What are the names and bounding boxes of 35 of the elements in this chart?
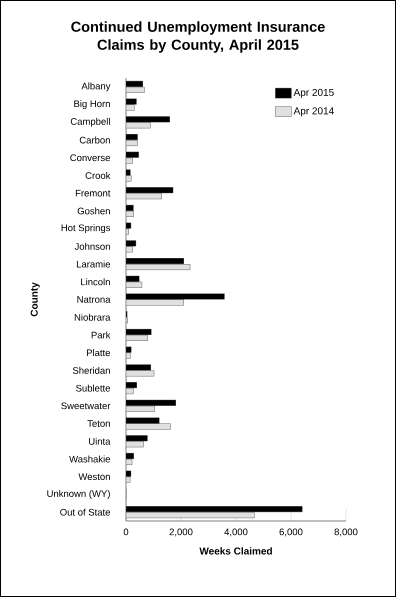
legend-label: Apr 2014 xyxy=(294,107,334,116)
y-tick-label: Crook xyxy=(86,172,110,179)
chart-title: Continued Unemployment Insurance Claims by County, April 2015 xyxy=(71,21,325,53)
y-tick-label: Campbell xyxy=(70,118,110,127)
y-tick-label: Uinta xyxy=(89,438,110,445)
y-tick-label: Teton xyxy=(87,420,110,427)
y-tick-label: Weston xyxy=(78,473,110,480)
x-tick-label: 8,000 xyxy=(334,528,358,536)
x-tick-label: 2,000 xyxy=(170,528,192,536)
y-tick-label: Niobrara xyxy=(74,314,110,321)
y-tick-label: Sublette xyxy=(76,384,110,392)
y-tick-label: Natrona xyxy=(77,296,110,303)
y-tick-label: Out of State xyxy=(60,508,110,516)
y-axis-title: County xyxy=(30,282,40,316)
y-tick-label: Hot Springs xyxy=(62,224,110,234)
x-tick-label: 6,000 xyxy=(280,528,302,536)
x-axis-title: Weeks Claimed xyxy=(199,547,272,555)
y-tick-label: Park xyxy=(92,331,110,338)
y-tick-label: Washakie xyxy=(69,455,110,462)
y-tick-label: Unknown (WY) xyxy=(47,490,110,499)
y-tick-label: Fremont xyxy=(76,190,110,197)
y-tick-label: Goshen xyxy=(78,207,110,214)
x-tick-label: 4,000 xyxy=(224,528,248,536)
y-tick-label: Converse xyxy=(70,154,110,162)
y-tick-label: Sheridan xyxy=(72,366,110,374)
y-tick-label: Sweetwater xyxy=(61,402,110,410)
y-tick-label: Johnson xyxy=(74,242,110,250)
legend-label: Apr 2015 xyxy=(294,88,334,98)
y-tick-label: Laramie xyxy=(76,260,110,268)
x-tick-label: 0 xyxy=(124,528,128,536)
y-tick-label: Platte xyxy=(86,349,110,356)
y-tick-label: Albany xyxy=(81,82,110,92)
y-tick-label: Carbon xyxy=(80,136,110,144)
y-tick-label: Big Horn xyxy=(74,100,110,110)
y-tick-label: Lincoln xyxy=(81,278,110,286)
